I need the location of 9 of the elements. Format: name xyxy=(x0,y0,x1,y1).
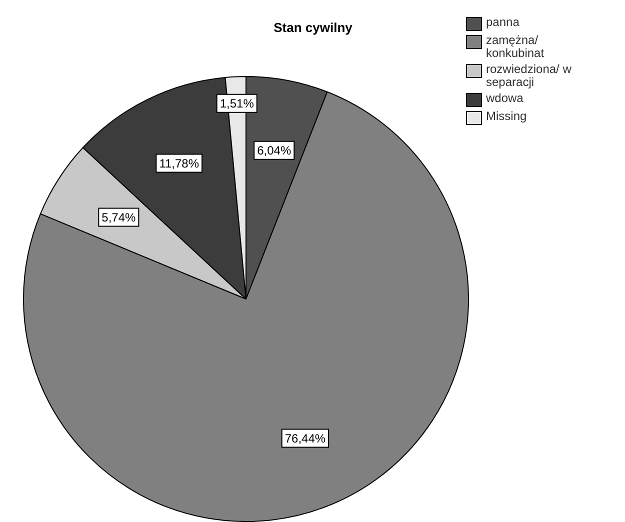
data-label: 5,74% xyxy=(102,210,136,225)
data-label: 6,04% xyxy=(257,144,292,158)
legend-label: wdowa xyxy=(486,91,524,105)
data-label: 76,44% xyxy=(284,432,326,446)
legend-label: Missing xyxy=(486,109,528,123)
data-label: 1,51% xyxy=(220,96,254,111)
data-label: 11,78% xyxy=(159,156,200,171)
chart-title: Stan cywilny xyxy=(272,20,354,35)
legend-label: panna xyxy=(486,15,520,29)
